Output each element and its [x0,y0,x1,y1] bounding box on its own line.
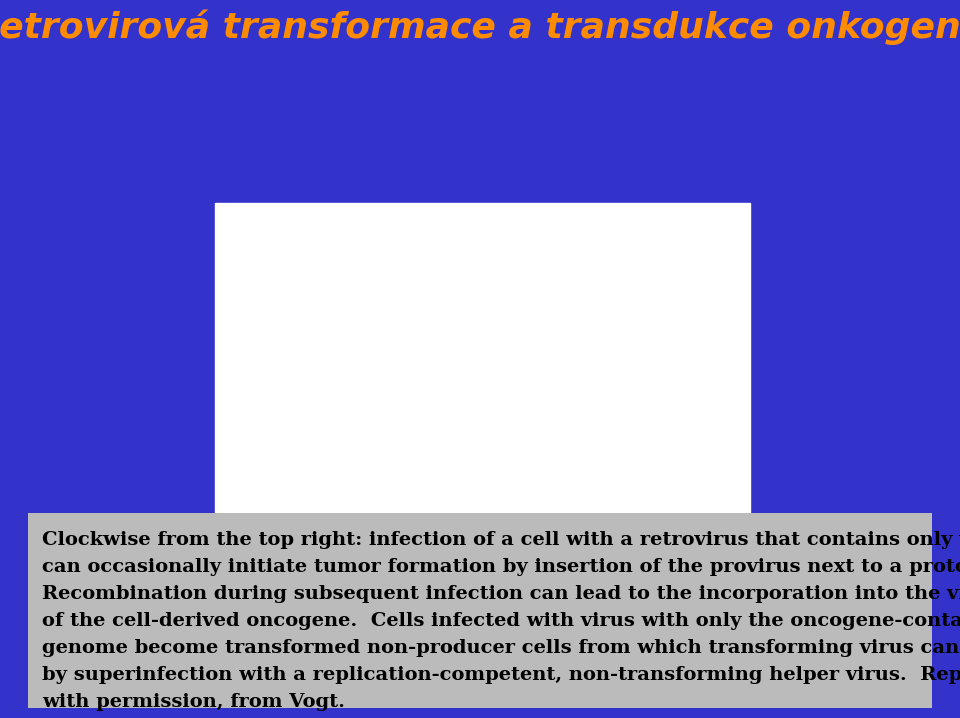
Text: Retrovirová transformace a transdukce onkogenů: Retrovirová transformace a transdukce on… [0,7,960,45]
Text: Clockwise from the top right: infection of a cell with a retrovirus that contain: Clockwise from the top right: infection … [42,531,960,549]
Text: of the cell-derived oncogene.  Cells infected with virus with only the oncogene-: of the cell-derived oncogene. Cells infe… [42,612,960,630]
Text: Recombination during subsequent infection can lead to the incorporation into the: Recombination during subsequent infectio… [42,585,960,603]
Bar [28,513,932,708]
Text: with permission, from Vogt.: with permission, from Vogt. [42,693,345,711]
Text: can occasionally initiate tumor formation by insertion of the provirus next to a: can occasionally initiate tumor formatio… [42,558,960,576]
Bar [215,203,750,663]
Text: by superinfection with a replication-competent, non-transforming helper virus.  : by superinfection with a replication-com… [42,666,960,684]
Text: genome become transformed non-producer cells from which transforming virus can b: genome become transformed non-producer c… [42,639,960,657]
